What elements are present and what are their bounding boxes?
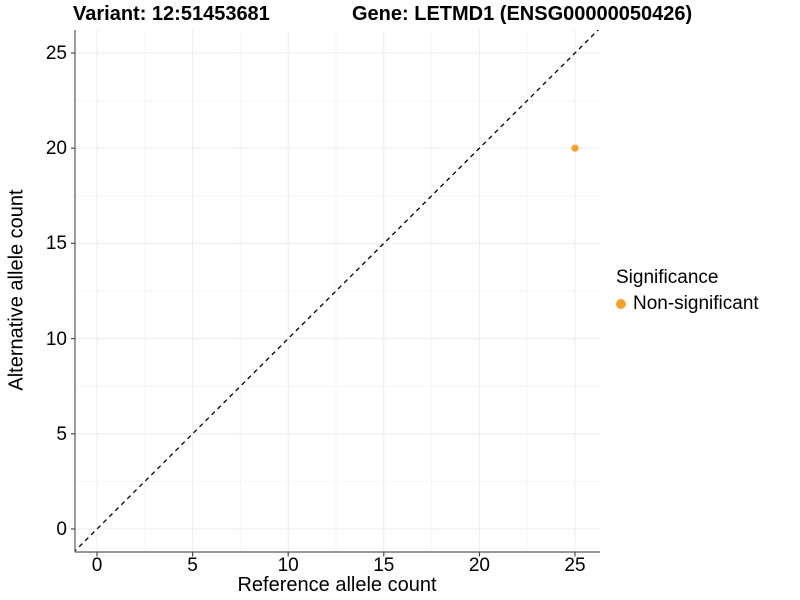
gene-title: Gene: LETMD1 (ENSG00000050426)	[352, 3, 693, 25]
data-point	[571, 144, 579, 152]
legend-item: Non-significant	[616, 293, 759, 315]
x-tick-label: 15	[373, 555, 395, 576]
x-tick-label: 0	[91, 555, 103, 576]
y-tick-label: 10	[45, 328, 67, 350]
x-tick-label: 25	[564, 555, 586, 576]
legend-title: Significance	[616, 267, 719, 288]
y-tick-label: 5	[56, 423, 67, 445]
plot-panel	[71, 30, 600, 557]
x-axis-label: Reference allele count	[237, 574, 437, 596]
legend: Significance Non-significant	[616, 267, 759, 315]
y-tick-label: 15	[45, 233, 67, 255]
legend-items: Non-significant	[616, 293, 759, 315]
legend-item-label: Non-significant	[633, 293, 759, 314]
x-tick-label: 10	[277, 555, 299, 576]
x-tick-label: 20	[468, 555, 490, 576]
variant-title: Variant: 12:51453681	[73, 3, 270, 25]
y-tick-label: 25	[45, 43, 67, 64]
y-axis-label: Alternative allele count	[5, 189, 28, 391]
x-tick-label: 5	[187, 555, 198, 576]
y-tick-label: 0	[56, 519, 67, 540]
legend-point-icon	[616, 299, 626, 309]
y-tick-label: 20	[45, 138, 67, 160]
